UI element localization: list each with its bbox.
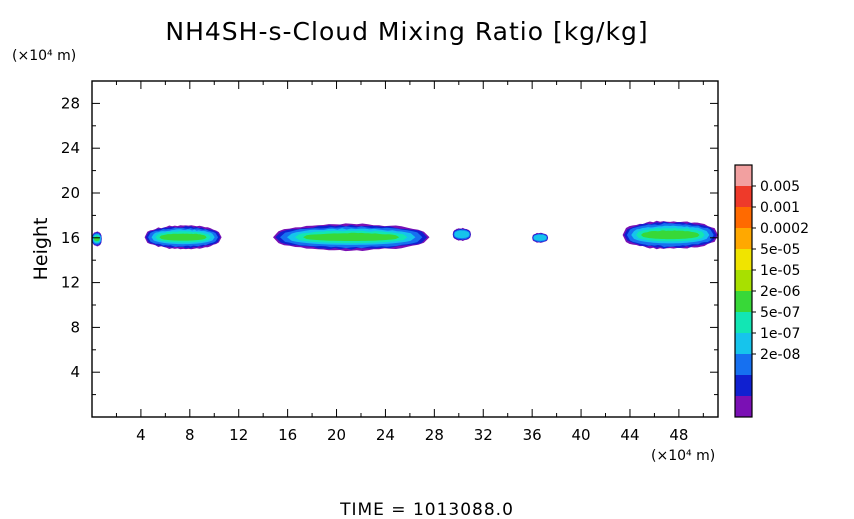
cloud-contour-band (454, 230, 470, 239)
colorbar-swatch (735, 312, 752, 334)
cloud-contour-band (533, 234, 547, 241)
colorbar-label: 2e-08 (760, 347, 800, 363)
y-tick-label: 24 (61, 139, 80, 157)
cloud-contour-band (641, 230, 700, 240)
x-tick-label: 12 (229, 426, 248, 444)
colorbar-label: 1e-05 (760, 263, 800, 279)
x-tick-label: 28 (425, 426, 444, 444)
colorbar-swatch (735, 186, 752, 208)
cloud-contour-band (159, 233, 207, 241)
y-tick-label: 4 (70, 363, 80, 381)
colorbar-swatch (735, 207, 752, 229)
y-axis-label: Height (30, 218, 52, 281)
time-label: TIME = 1013088.0 (339, 500, 514, 519)
y-tick-label: 12 (61, 274, 80, 292)
colorbar-label: 0.005 (760, 179, 800, 195)
colorbar-swatch (735, 249, 752, 271)
chart-title: NH4SH-s-Cloud Mixing Ratio [kg/kg] (165, 17, 648, 46)
y-axis: 4 8 12 16 20 24 28 (61, 94, 718, 396)
x-tick-label: 8 (185, 426, 195, 444)
colorbar-swatch (735, 333, 752, 355)
colorbar: 0.005 0.001 0.0002 5e-05 1e-05 2e-06 5e-07 1e-0… (734, 164, 809, 418)
y-tick-label: 20 (61, 184, 80, 202)
colorbar-swatch (735, 291, 752, 313)
x-tick-label: 48 (669, 426, 688, 444)
x-tick-label: 40 (572, 426, 591, 444)
y-tick-label: 16 (61, 229, 80, 247)
x-tick-label: 4 (136, 426, 146, 444)
x-tick-label: 32 (474, 426, 493, 444)
x-tick-label: 24 (376, 426, 395, 444)
colorbar-swatch (735, 396, 752, 418)
y-tick-label: 28 (61, 94, 80, 112)
colorbar-swatch (735, 165, 752, 187)
colorbar-label: 0.0002 (760, 221, 809, 237)
plot-frame (91, 80, 719, 418)
colorbar-swatch (735, 228, 752, 250)
colorbar-label: 2e-06 (760, 284, 800, 300)
x-tick-label: 36 (523, 426, 542, 444)
colorbar-swatch (735, 375, 752, 397)
colorbar-swatch (735, 354, 752, 376)
colorbar-label: 1e-07 (760, 326, 800, 342)
colorbar-label: 0.001 (760, 200, 800, 216)
x-axis-unit: (×10⁴ m) (651, 448, 715, 464)
colorbar-label: 5e-05 (760, 242, 800, 258)
x-tick-label: 20 (327, 426, 346, 444)
x-axis: 4 8 12 16 20 24 28 32 36 40 44 48 (115, 81, 704, 444)
x-tick-label: 44 (620, 426, 639, 444)
cloud-field (92, 220, 718, 252)
cloud-contour-band (303, 232, 400, 241)
y-axis-unit: (×10⁴ m) (12, 48, 76, 64)
y-tick-label: 8 (70, 318, 80, 336)
colorbar-label: 5e-07 (760, 305, 800, 321)
colorbar-swatch (735, 270, 752, 292)
x-tick-label: 16 (278, 426, 297, 444)
